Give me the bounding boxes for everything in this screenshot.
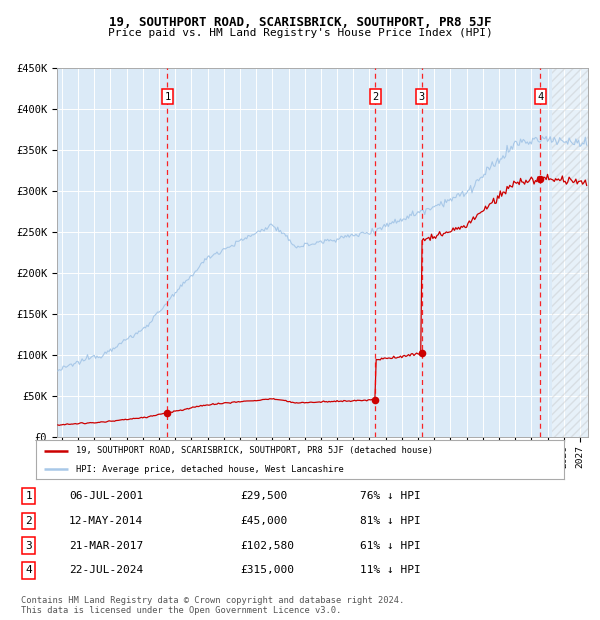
Text: 12-MAY-2014: 12-MAY-2014	[69, 516, 143, 526]
Text: 4: 4	[537, 92, 544, 102]
Text: 4: 4	[25, 565, 32, 575]
Text: 1: 1	[25, 491, 32, 501]
Text: £45,000: £45,000	[240, 516, 287, 526]
Text: £102,580: £102,580	[240, 541, 294, 551]
Text: Contains HM Land Registry data © Crown copyright and database right 2024.
This d: Contains HM Land Registry data © Crown c…	[21, 596, 404, 615]
Text: Price paid vs. HM Land Registry's House Price Index (HPI): Price paid vs. HM Land Registry's House …	[107, 28, 493, 38]
Text: 3: 3	[25, 541, 32, 551]
Text: £29,500: £29,500	[240, 491, 287, 501]
Text: 76% ↓ HPI: 76% ↓ HPI	[360, 491, 421, 501]
Text: 2: 2	[25, 516, 32, 526]
Text: 61% ↓ HPI: 61% ↓ HPI	[360, 541, 421, 551]
Text: 21-MAR-2017: 21-MAR-2017	[69, 541, 143, 551]
Text: 19, SOUTHPORT ROAD, SCARISBRICK, SOUTHPORT, PR8 5JF: 19, SOUTHPORT ROAD, SCARISBRICK, SOUTHPO…	[109, 16, 491, 29]
Bar	[553, 68, 588, 437]
Text: 11% ↓ HPI: 11% ↓ HPI	[360, 565, 421, 575]
Text: 1: 1	[164, 92, 170, 102]
Text: 19, SOUTHPORT ROAD, SCARISBRICK, SOUTHPORT, PR8 5JF (detached house): 19, SOUTHPORT ROAD, SCARISBRICK, SOUTHPO…	[76, 446, 433, 456]
Text: 22-JUL-2024: 22-JUL-2024	[69, 565, 143, 575]
Text: HPI: Average price, detached house, West Lancashire: HPI: Average price, detached house, West…	[76, 464, 343, 474]
Text: £315,000: £315,000	[240, 565, 294, 575]
Text: 2: 2	[372, 92, 379, 102]
Text: 3: 3	[418, 92, 425, 102]
Text: 06-JUL-2001: 06-JUL-2001	[69, 491, 143, 501]
Text: 81% ↓ HPI: 81% ↓ HPI	[360, 516, 421, 526]
